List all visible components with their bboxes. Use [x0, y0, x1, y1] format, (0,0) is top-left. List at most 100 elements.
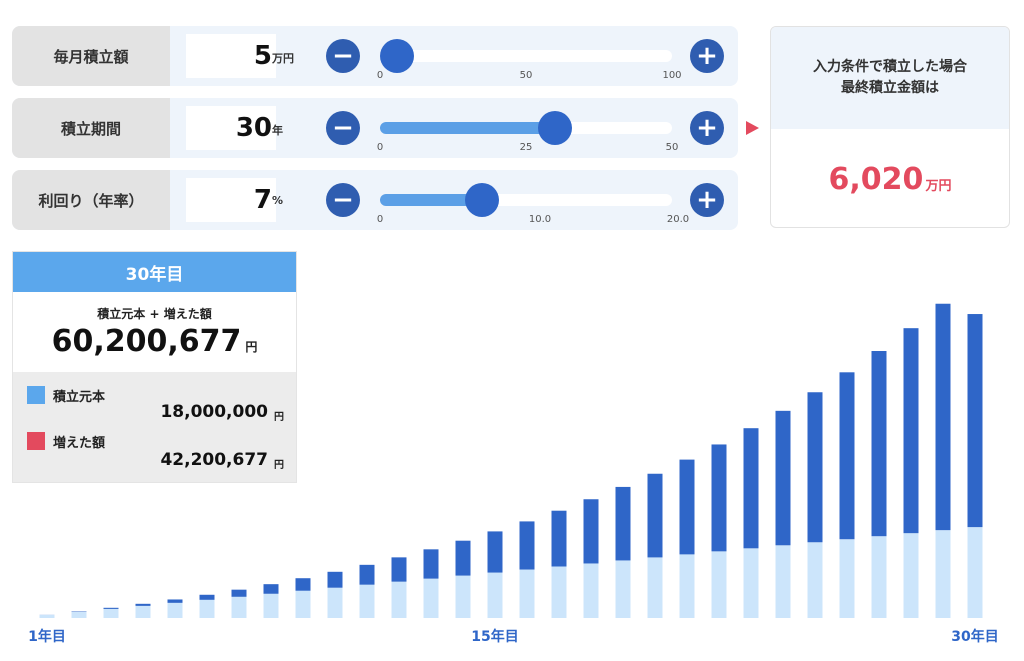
bar-gain-year-7	[231, 589, 247, 597]
rate-tick-max: 20.0	[666, 214, 690, 225]
bar-gain-year-11	[359, 564, 375, 585]
rate-slider-fill	[380, 194, 483, 206]
x-tick-label-mid: 15年目	[471, 629, 519, 645]
bar-principal-year-10	[327, 587, 343, 618]
monthly-tick-min: 0	[376, 70, 384, 81]
bar-gain-year-19	[615, 486, 631, 561]
arrow-right-icon	[746, 121, 759, 135]
minus-icon: −	[332, 113, 354, 143]
control-row-rate: 利回り（年率） 7 % − 0 10.0 20.0 +	[12, 170, 738, 230]
rate-input[interactable]: 7	[186, 178, 276, 222]
rate-plus-button[interactable]: +	[690, 183, 724, 217]
monthly-tick-mid: 50	[519, 70, 533, 81]
bar-principal-year-16	[519, 569, 535, 618]
rate-tick-mid: 10.0	[528, 214, 552, 225]
minus-icon: −	[332, 185, 354, 215]
bar-gain-year-28	[903, 328, 919, 534]
bar-gain-year-29	[935, 303, 951, 531]
period-slider-fill	[380, 122, 556, 134]
bar-principal-year-20	[647, 557, 663, 618]
period-slider-thumb[interactable]	[538, 111, 573, 145]
period-tick-max: 50	[665, 142, 679, 153]
period-plus-button[interactable]: +	[690, 111, 724, 145]
bar-principal-year-18	[583, 563, 599, 618]
summary-total-value: 60,200,677	[51, 324, 242, 359]
period-input[interactable]: 30	[186, 106, 276, 150]
result-box: 入力条件で積立した場合 最終積立金額は 6,020 万円	[770, 26, 1010, 228]
x-tick-label-first: 1年目	[28, 629, 66, 645]
rate-tick-min: 0	[376, 214, 384, 225]
gain-legend-swatch	[27, 432, 45, 450]
bar-principal-year-27	[871, 536, 887, 618]
result-heading: 入力条件で積立した場合 最終積立金額は	[771, 27, 1009, 129]
rate-slider-thumb[interactable]	[465, 183, 500, 217]
period-tick-min: 0	[376, 142, 384, 153]
bar-gain-year-15	[487, 531, 503, 573]
bar-gain-year-23	[743, 428, 759, 549]
bar-principal-year-1	[39, 614, 55, 618]
bar-gain-year-25	[807, 392, 823, 543]
bar-principal-year-19	[615, 560, 631, 618]
bar-principal-year-6	[199, 599, 215, 618]
result-heading-line2: 最終積立金額は	[841, 80, 939, 96]
bar-gain-year-24	[775, 410, 791, 546]
result-body: 6,020 万円	[771, 129, 1009, 227]
bar-gain-year-27	[871, 350, 887, 537]
bar-gain-year-13	[423, 549, 439, 579]
bar-gain-year-22	[711, 444, 727, 552]
rate-slider[interactable]	[380, 183, 672, 217]
monthly-plus-button[interactable]: +	[690, 39, 724, 73]
bar-gain-year-26	[839, 372, 855, 540]
bar-principal-year-28	[903, 533, 919, 618]
bar-gain-year-9	[295, 578, 311, 591]
summary-total-label: 積立元本 + 増えた額	[97, 307, 212, 321]
result-value: 6,020	[828, 161, 924, 197]
monthly-slider-thumb[interactable]	[380, 39, 414, 73]
bar-gain-year-21	[679, 459, 695, 555]
principal-unit: 円	[274, 412, 284, 423]
summary-total: 積立元本 + 増えた額 60,200,677 円	[13, 292, 296, 372]
bar-principal-year-2	[71, 611, 87, 618]
bar-principal-year-13	[423, 578, 439, 618]
bar-gain-year-17	[551, 510, 567, 567]
bar-gain-year-12	[391, 557, 407, 582]
bar-principal-year-7	[231, 596, 247, 618]
result-heading-line1: 入力条件で積立した場合	[813, 59, 967, 75]
bar-gain-year-10	[327, 571, 343, 588]
period-label: 積立期間	[12, 98, 170, 158]
summary-year-header: 30年目	[13, 252, 296, 292]
bar-principal-year-11	[359, 584, 375, 618]
monthly-amount-unit: 万円	[272, 52, 294, 65]
x-tick-label-last: 30年目	[951, 629, 999, 645]
bar-gain-year-6	[199, 594, 215, 600]
bar-gain-year-8	[263, 584, 279, 594]
gain-legend-label: 増えた額	[53, 436, 106, 451]
summary-panel: 30年目 積立元本 + 増えた額 60,200,677 円 積立元本 18,00…	[12, 251, 297, 483]
period-tick-mid: 25	[519, 142, 533, 153]
bar-principal-year-25	[807, 542, 823, 618]
bar-gain-year-16	[519, 521, 535, 570]
principal-legend-label: 積立元本	[53, 390, 106, 405]
bar-gain-year-14	[455, 540, 471, 576]
rate-label: 利回り（年率）	[12, 170, 170, 230]
bar-principal-year-4	[135, 605, 151, 618]
bar-gain-year-20	[647, 473, 663, 558]
bar-principal-year-29	[935, 530, 951, 618]
bar-principal-year-14	[455, 575, 471, 618]
monthly-minus-button[interactable]: −	[326, 39, 360, 73]
monthly-amount-input[interactable]: 5	[186, 34, 276, 78]
monthly-slider[interactable]	[380, 39, 672, 73]
control-row-period: 積立期間 30 年 − 0 25 50 +	[12, 98, 738, 158]
summary-breakdown: 積立元本 18,000,000 円 増えた額 42,200,677 円	[13, 372, 296, 482]
minus-icon: −	[332, 41, 354, 71]
period-minus-button[interactable]: −	[326, 111, 360, 145]
bar-principal-year-23	[743, 548, 759, 618]
summary-total-unit: 円	[245, 340, 258, 354]
control-row-monthly: 毎月積立額 5 万円 − 0 50 100 +	[12, 26, 738, 86]
bar-principal-year-12	[391, 581, 407, 618]
bar-gain-year-30	[967, 314, 983, 528]
monthly-amount-label: 毎月積立額	[12, 26, 170, 86]
principal-legend-swatch	[27, 386, 45, 404]
rate-minus-button[interactable]: −	[326, 183, 360, 217]
period-slider[interactable]	[380, 111, 672, 145]
